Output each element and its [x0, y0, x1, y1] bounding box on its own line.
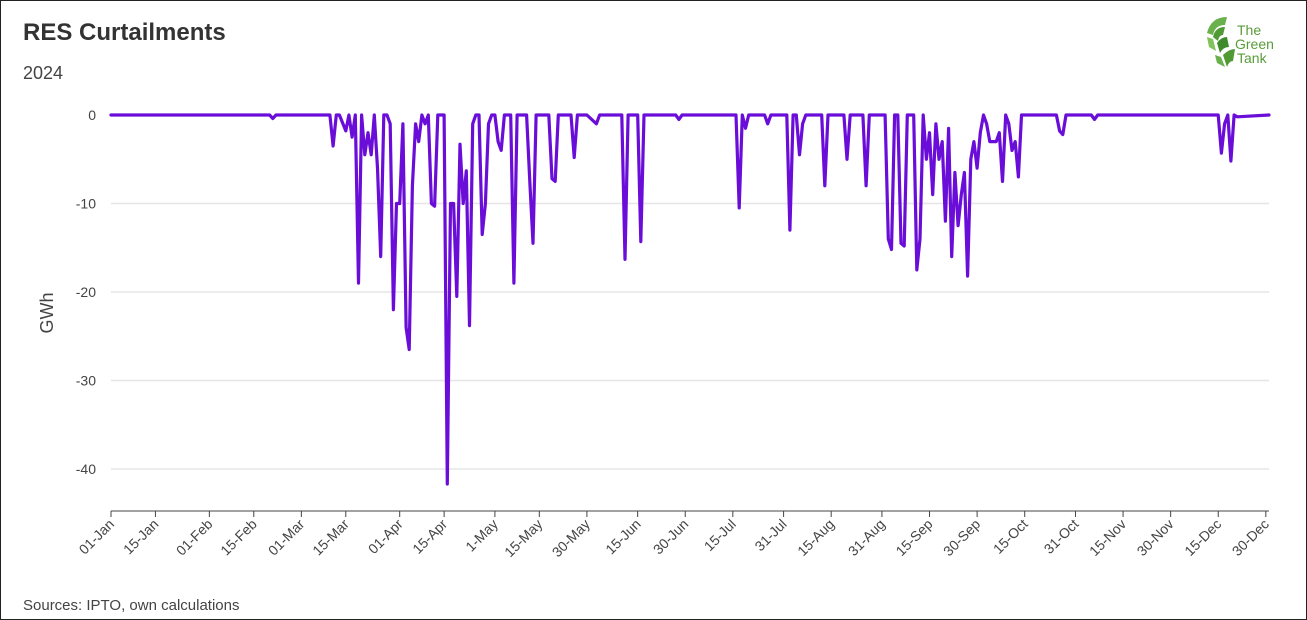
y-tick-label: -10 — [76, 196, 96, 212]
logo-text-line3: Tank — [1237, 50, 1267, 66]
leaf-globe-icon — [1207, 17, 1235, 67]
x-tick-label: 01-Feb — [173, 516, 216, 559]
x-tick-label: 30-Nov — [1134, 516, 1177, 559]
x-tick-label: 15-Aug — [794, 516, 837, 559]
logo-text-line2: Green — [1235, 36, 1274, 52]
x-tick-label: 01-Apr — [365, 516, 406, 557]
x-tick-label: 15-Nov — [1086, 516, 1129, 559]
x-tick-label: 15-Dec — [1181, 516, 1224, 559]
x-tick-label: 30-Dec — [1229, 516, 1272, 559]
source-note: Sources: IPTO, own calculations — [23, 597, 240, 614]
x-tick-label: 30-May — [549, 516, 593, 560]
x-axis: 01-Jan 15-Jan 01-Feb 15-Feb 01-Mar 15-Mar 01-A… — [76, 510, 1272, 560]
x-tick-label: 01-Mar — [265, 516, 308, 559]
x-tick-label: 15-May — [501, 516, 545, 560]
y-axis-title: GWh — [37, 292, 57, 333]
x-tick-label: 15-Oct — [990, 516, 1031, 557]
y-tick-label: -20 — [76, 284, 96, 300]
x-tick-label: 31-Aug — [845, 516, 888, 559]
x-tick-label: 15-Feb — [217, 516, 260, 559]
x-tick-label: 15-Jan — [120, 516, 162, 558]
series-line-curtailments — [109, 113, 1271, 486]
x-tick-label: 30-Jun — [650, 516, 692, 558]
x-tick-label: 15-Apr — [409, 516, 450, 557]
x-tick-label: 15-Jun — [602, 516, 644, 558]
y-tick-label: -30 — [76, 373, 96, 389]
chart-subtitle: 2024 — [23, 63, 64, 83]
y-tick-label: 0 — [88, 107, 96, 123]
x-tick-label: 15-Jul — [701, 516, 739, 554]
x-tick-label: 1-May — [462, 516, 501, 555]
logo-text-line1: The — [1237, 22, 1262, 38]
x-tick-label: 31-Oct — [1041, 516, 1082, 557]
x-tick-label: 15-Mar — [309, 516, 352, 559]
green-tank-logo: The Green Tank — [1197, 11, 1287, 71]
x-tick-label: 31-Jul — [751, 516, 789, 554]
chart-title: RES Curtailments — [23, 19, 226, 46]
x-tick-label: 15-Sep — [892, 516, 935, 559]
gridlines — [111, 202, 1269, 470]
series-layer — [109, 113, 1271, 486]
x-tick-label: 01-Jan — [76, 516, 118, 558]
x-tick-label: 30-Sep — [940, 516, 983, 559]
y-axis-ticks: 0 -10 -20 -30 -40 — [76, 107, 96, 477]
y-tick-label: -40 — [76, 461, 96, 477]
